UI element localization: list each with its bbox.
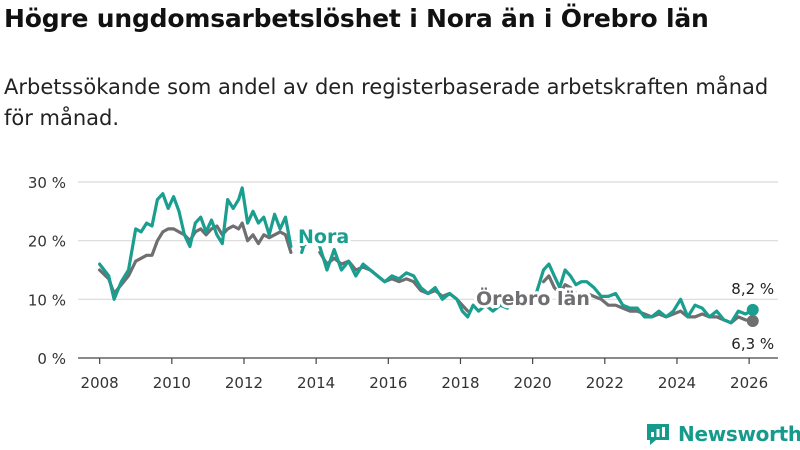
- y-tick-label: 30 %: [28, 174, 66, 192]
- series-lines: [98, 186, 759, 328]
- y-axis: 0 % 10 % 20 % 30 %: [28, 174, 66, 368]
- newsworthy-icon: [647, 424, 669, 445]
- y-tick-label: 20 %: [28, 233, 66, 251]
- series-line-nora: [98, 186, 755, 325]
- gridlines: [78, 181, 778, 300]
- x-tick-label: 2024: [658, 374, 696, 392]
- x-tick-label: 2014: [297, 374, 335, 392]
- series-line-orebro: [98, 221, 755, 325]
- x-tick-label: 2020: [514, 374, 552, 392]
- end-point-orebro: [746, 315, 759, 328]
- x-tick-label: 2018: [441, 374, 479, 392]
- end-label-nora: 8,2 %: [731, 280, 774, 298]
- x-tick-label: 2026: [730, 374, 768, 392]
- series-label-orebro-halo: Örebro län: [476, 286, 590, 310]
- y-tick-label: 0 %: [37, 350, 66, 368]
- brand-logo: Newsworthy: [644, 419, 800, 449]
- x-tick-label: 2008: [81, 374, 119, 392]
- brand-name: Newsworthy: [678, 422, 800, 446]
- x-axis: 2008 2010 2012 2014 2016 2018 2020 2022 2024 2026: [78, 357, 778, 392]
- series-label-nora: Nora: [298, 226, 349, 248]
- y-tick-label: 10 %: [28, 291, 66, 309]
- x-tick-label: 2010: [153, 374, 191, 392]
- series-label-orebro: Örebro län: [476, 286, 590, 310]
- x-tick-label: 2016: [369, 374, 407, 392]
- series-label-nora-halo: Nora: [298, 226, 349, 248]
- chart-title: Högre ungdomsarbetslöshet i Nora än i Ör…: [4, 4, 709, 33]
- end-label-orebro: 6,3 %: [731, 335, 774, 353]
- chart-subtitle: Arbetssökande som andel av den registerb…: [4, 75, 769, 130]
- x-tick-label: 2012: [225, 374, 263, 392]
- x-tick-label: 2022: [586, 374, 624, 392]
- end-point-nora: [746, 303, 759, 316]
